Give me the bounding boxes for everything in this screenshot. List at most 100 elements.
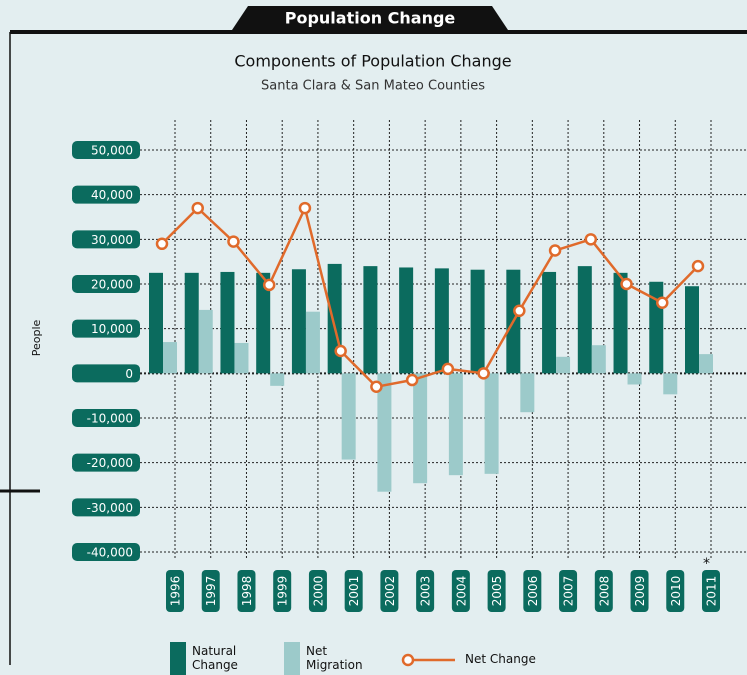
point: [227, 235, 240, 248]
tick-box: [416, 570, 435, 612]
bar: [627, 373, 642, 385]
tick-box: [237, 570, 256, 612]
bar: [377, 373, 392, 492]
x-tick-label: 2006: [526, 576, 540, 607]
y-tick-label: -20,000: [87, 456, 133, 470]
bar: [220, 271, 235, 374]
legend-label: Net Change: [465, 652, 536, 666]
bar: [556, 356, 571, 374]
y-tick-label: 50,000: [91, 144, 133, 158]
chart-title: Components of Population Change: [234, 52, 511, 71]
point: [405, 373, 419, 387]
x-tick-label: 2002: [383, 576, 397, 607]
bar: [363, 266, 378, 374]
bar: [413, 373, 428, 484]
x-tick-label: 2007: [562, 576, 576, 607]
tick-box: [487, 570, 506, 612]
bar: [470, 269, 485, 374]
tick-box: [72, 364, 140, 383]
x-tick-label: 2008: [597, 576, 611, 607]
bar: [484, 373, 499, 474]
point: [620, 277, 633, 291]
bar: [448, 373, 463, 476]
legend-swatch: [284, 642, 300, 675]
tick-box: [72, 319, 140, 338]
tick-box: [630, 570, 649, 612]
y-tick-label: -10,000: [87, 412, 133, 426]
legend-swatch: [170, 642, 186, 675]
point: [370, 380, 383, 393]
bar: [184, 272, 199, 374]
x-tick-label: 2001: [347, 576, 361, 607]
x-tick-label: 2009: [633, 576, 647, 607]
point: [477, 367, 490, 380]
header-title: Population Change: [285, 9, 456, 28]
point: [334, 344, 347, 358]
line: [161, 204, 699, 389]
bar: [577, 266, 592, 374]
x-tick-label: 1999: [276, 576, 290, 607]
tick-box: [380, 570, 399, 612]
bar: [685, 286, 699, 374]
bar: [542, 271, 557, 374]
point: [262, 278, 276, 292]
y-axis-label: People: [30, 319, 43, 356]
x-tick-label: 1996: [169, 576, 183, 607]
y-tick-label: 20,000: [91, 278, 133, 292]
tick-box: [201, 570, 220, 612]
tick-box: [72, 453, 140, 472]
legend-label: Natural Change: [192, 644, 238, 672]
tick-box: [594, 570, 613, 612]
legend-label: Net Migration: [306, 644, 363, 672]
tick-box: [523, 570, 542, 612]
x-tick-label: 2000: [311, 576, 325, 607]
point: [584, 233, 598, 246]
chart-subtitle: Santa Clara & San Mateo Counties: [261, 79, 485, 94]
tick-box: [308, 570, 327, 612]
bar: [149, 272, 163, 374]
bar: [520, 373, 535, 413]
tick-box: [72, 543, 140, 561]
bar: [613, 272, 628, 374]
tick-box: [344, 570, 363, 612]
tick-box: [273, 570, 292, 612]
point: [691, 259, 705, 273]
legend-swatch: [401, 653, 415, 667]
x-tick-label: 1998: [240, 576, 254, 607]
tick-box: [666, 570, 685, 612]
y-tick-label: 0: [125, 367, 133, 381]
point: [155, 237, 169, 251]
bar: [270, 373, 285, 386]
tick-box: [72, 498, 140, 517]
y-tick-label: 40,000: [91, 188, 133, 202]
x-tick-label: 2005: [490, 576, 504, 607]
tick-box: [166, 570, 184, 612]
tick-box: [72, 409, 140, 427]
tick-box: [559, 570, 578, 612]
tick-box: [72, 275, 140, 293]
bar: [305, 311, 320, 374]
bar: [591, 345, 606, 374]
point: [513, 304, 526, 318]
point: [548, 244, 562, 257]
tick-box: [72, 230, 140, 249]
y-tick-label: -30,000: [87, 501, 133, 515]
bar: [234, 342, 249, 374]
y-tick-label: 30,000: [91, 233, 133, 247]
x-tick-label: 2003: [419, 576, 433, 607]
x-tick-label: 2004: [454, 576, 468, 607]
bar: [341, 373, 356, 460]
bar: [198, 309, 213, 374]
tick-box: [702, 570, 720, 612]
bar: [699, 354, 713, 374]
x-tick-label: 1997: [204, 576, 218, 607]
bar: [434, 268, 449, 374]
bar: [663, 373, 678, 395]
point: [441, 362, 455, 376]
point: [191, 201, 204, 215]
y-tick-label: -40,000: [87, 546, 133, 560]
point: [656, 296, 669, 310]
bar: [649, 281, 664, 374]
